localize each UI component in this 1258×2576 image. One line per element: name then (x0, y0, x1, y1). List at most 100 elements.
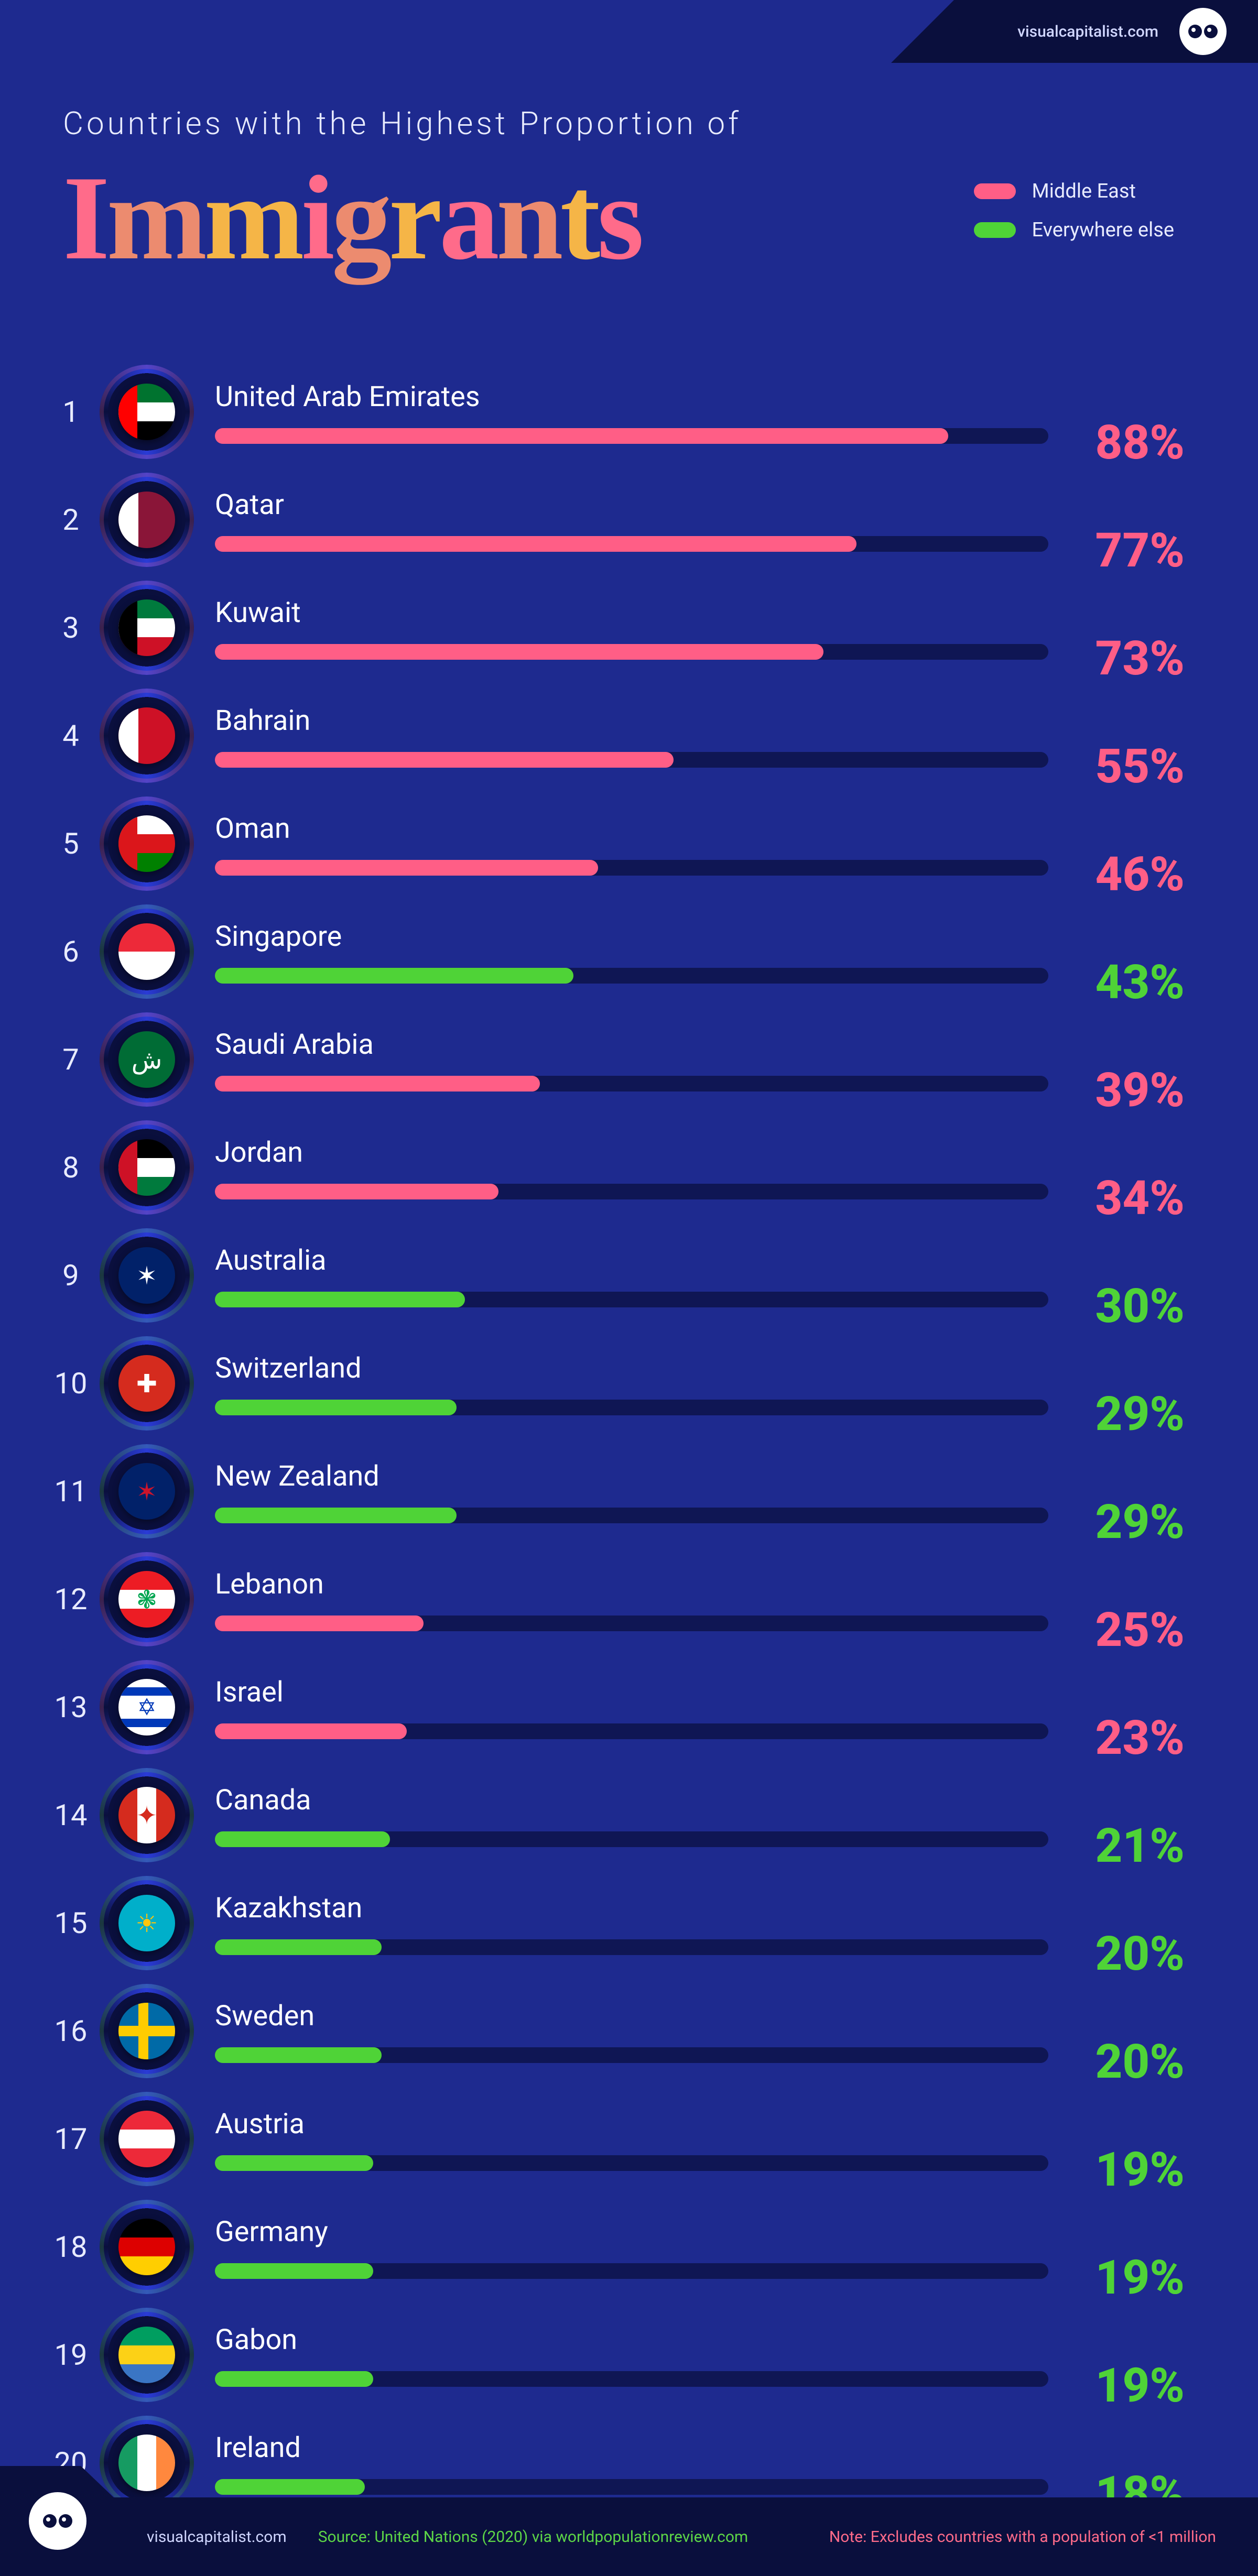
percentage-value: 23% (1048, 1710, 1185, 1765)
bar-track (215, 1184, 1048, 1199)
percentage-value: 30% (1048, 1279, 1185, 1334)
percentage-value: 19% (1048, 2142, 1185, 2197)
bar-fill (215, 428, 948, 444)
chart-row: 4Bahrain55% (42, 686, 1185, 785)
bar-fill (215, 1508, 457, 1523)
percentage-value: 25% (1048, 1602, 1185, 1657)
row-body: Sweden (194, 2000, 1048, 2063)
flag-icon (100, 2416, 194, 2510)
legend-item: Middle East (974, 180, 1174, 203)
bar-track (215, 644, 1048, 660)
bar-track (215, 2155, 1048, 2171)
chart-row: 16Sweden20% (42, 1981, 1185, 2081)
bar-track (215, 2263, 1048, 2279)
country-name: Kazakhstan (215, 1892, 1048, 1925)
flag-icon (100, 796, 194, 891)
footer-source: Source: United Nations (2020) via worldp… (318, 2528, 749, 2546)
chart-row: 1United Arab Emirates88% (42, 362, 1185, 462)
country-name: Qatar (215, 488, 1048, 521)
chart-row: 7شSaudi Arabia39% (42, 1010, 1185, 1109)
country-name: Ireland (215, 2431, 1048, 2464)
title-letter: I (63, 158, 107, 278)
bar-track (215, 1831, 1048, 1847)
rank-number: 5 (42, 826, 100, 861)
chart-row: 14✦Canada21% (42, 1765, 1185, 1865)
title-letter: r (389, 158, 439, 278)
chart-row: 3Kuwait73% (42, 578, 1185, 678)
country-name: Jordan (215, 1136, 1048, 1169)
chart-row: 5Oman46% (42, 794, 1185, 893)
row-body: Ireland (194, 2431, 1048, 2495)
flag-icon (100, 689, 194, 783)
brand-logo-icon (29, 2492, 86, 2550)
chart-row: 18Germany19% (42, 2197, 1185, 2297)
legend: Middle East Everywhere else (974, 180, 1195, 278)
title-letter: n (496, 158, 560, 278)
rank-number: 19 (42, 2338, 100, 2372)
country-name: Austria (215, 2108, 1048, 2141)
percentage-value: 20% (1048, 2034, 1185, 2089)
chart-row: 10✚Switzerland29% (42, 1334, 1185, 1433)
bar-fill (215, 2371, 373, 2387)
chart-row: 11✶New Zealand29% (42, 1442, 1185, 1541)
rank-number: 3 (42, 610, 100, 645)
row-body: Australia (194, 1244, 1048, 1307)
row-body: Canada (194, 1784, 1048, 1847)
country-name: Singapore (215, 920, 1048, 953)
percentage-value: 39% (1048, 1063, 1185, 1118)
chart-row: 2Qatar77% (42, 470, 1185, 570)
rank-number: 11 (42, 1474, 100, 1509)
row-body: Kazakhstan (194, 1892, 1048, 1955)
percentage-value: 55% (1048, 739, 1185, 794)
chart-row: 12❃Lebanon25% (42, 1549, 1185, 1649)
bar-track (215, 2479, 1048, 2495)
row-body: Jordan (194, 1136, 1048, 1199)
bar-fill (215, 1076, 540, 1091)
rank-number: 7 (42, 1042, 100, 1077)
bar-track (215, 1076, 1048, 1091)
flag-icon: ✚ (100, 1336, 194, 1431)
rank-number: 17 (42, 2122, 100, 2156)
chart: 1United Arab Emirates88%2Qatar77%3Kuwait… (0, 310, 1258, 2552)
bar-track (215, 1616, 1048, 1631)
legend-swatch (974, 183, 1016, 199)
chart-row: 9✶Australia30% (42, 1226, 1185, 1325)
bar-fill (215, 2263, 373, 2279)
percentage-value: 88% (1048, 415, 1185, 470)
bar-fill (215, 644, 823, 660)
bar-fill (215, 1723, 407, 1739)
row-body: Germany (194, 2215, 1048, 2279)
footer-note: Note: Excludes countries with a populati… (829, 2528, 1216, 2546)
country-name: New Zealand (215, 1460, 1048, 1493)
title-letter: s (597, 158, 641, 278)
bar-track (215, 1939, 1048, 1955)
rank-number: 2 (42, 503, 100, 537)
bar-fill (215, 2047, 382, 2063)
country-name: United Arab Emirates (215, 380, 1048, 413)
row-body: Switzerland (194, 1352, 1048, 1415)
bar-track (215, 1292, 1048, 1307)
footer-site: visualcapitalist.com (147, 2528, 287, 2546)
percentage-value: 43% (1048, 955, 1185, 1010)
country-name: Bahrain (215, 704, 1048, 737)
row-body: Qatar (194, 488, 1048, 552)
bar-fill (215, 2479, 365, 2495)
bar-fill (215, 1831, 390, 1847)
legend-label: Everywhere else (1032, 219, 1174, 242)
brand-site-top: visualcapitalist.com (1017, 23, 1158, 41)
flag-icon (100, 2308, 194, 2402)
title-block: Countries with the Highest Proportion of… (63, 105, 974, 278)
flag-icon (100, 1984, 194, 2078)
bar-track (215, 1400, 1048, 1415)
country-name: Kuwait (215, 596, 1048, 629)
chart-row: 15☀Kazakhstan20% (42, 1873, 1185, 1973)
rank-number: 6 (42, 934, 100, 969)
rank-number: 1 (42, 395, 100, 429)
flag-icon (100, 365, 194, 459)
flag-icon: ☀ (100, 1876, 194, 1970)
flag-icon (100, 473, 194, 567)
bar-track (215, 860, 1048, 876)
bar-fill (215, 752, 674, 768)
title-letter: t (560, 158, 598, 278)
flag-icon (100, 2200, 194, 2294)
